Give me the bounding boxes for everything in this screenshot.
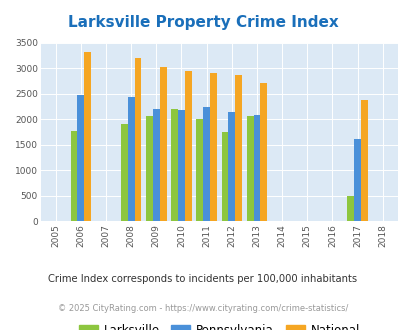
- Text: Crime Index corresponds to incidents per 100,000 inhabitants: Crime Index corresponds to incidents per…: [48, 274, 357, 284]
- Legend: Larksville, Pennsylvania, National: Larksville, Pennsylvania, National: [74, 320, 364, 330]
- Bar: [178, 110, 184, 221]
- Bar: [146, 116, 153, 221]
- Text: © 2025 CityRating.com - https://www.cityrating.com/crime-statistics/: © 2025 CityRating.com - https://www.city…: [58, 304, 347, 313]
- Bar: [184, 71, 191, 221]
- Bar: [70, 131, 77, 221]
- Bar: [347, 196, 353, 221]
- Bar: [159, 67, 166, 221]
- Bar: [134, 58, 141, 221]
- Bar: [228, 112, 234, 221]
- Bar: [246, 116, 253, 221]
- Bar: [260, 82, 266, 221]
- Bar: [221, 132, 228, 221]
- Bar: [234, 76, 241, 221]
- Bar: [153, 109, 159, 221]
- Bar: [353, 139, 360, 221]
- Bar: [360, 100, 367, 221]
- Bar: [196, 119, 203, 221]
- Text: Larksville Property Crime Index: Larksville Property Crime Index: [68, 15, 337, 30]
- Bar: [253, 115, 260, 221]
- Bar: [171, 109, 178, 221]
- Bar: [84, 51, 91, 221]
- Bar: [209, 74, 216, 221]
- Bar: [121, 124, 128, 221]
- Bar: [203, 107, 209, 221]
- Bar: [77, 95, 84, 221]
- Bar: [128, 97, 134, 221]
